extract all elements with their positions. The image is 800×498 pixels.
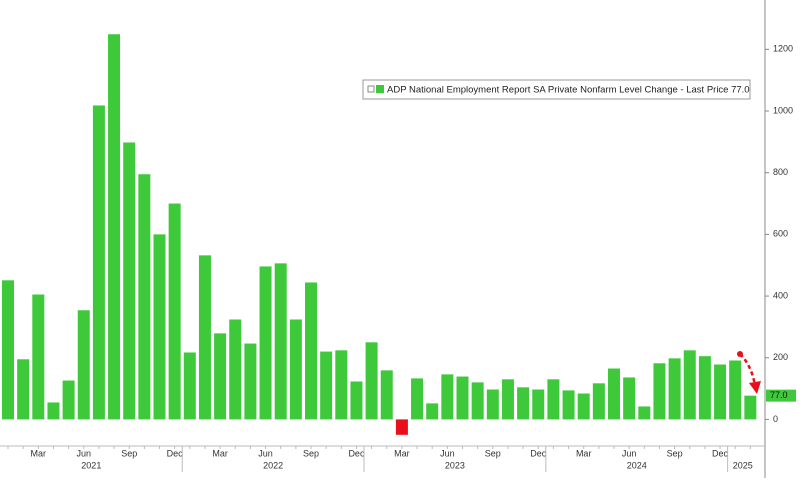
bar xyxy=(183,352,196,420)
x-tick-label: Jun xyxy=(258,448,273,458)
year-label: 2022 xyxy=(263,460,283,470)
bar xyxy=(729,360,742,420)
y-tick-label: 1000 xyxy=(773,105,793,115)
y-tick-label: 600 xyxy=(773,229,788,239)
arrow-head xyxy=(749,381,761,394)
bar xyxy=(668,358,681,420)
bar xyxy=(17,359,30,420)
x-tick-label: Mar xyxy=(394,448,410,458)
bar xyxy=(532,389,545,420)
bar xyxy=(395,419,408,435)
bar xyxy=(77,310,90,420)
y-tick-label: 1200 xyxy=(773,44,793,54)
bar xyxy=(108,34,121,420)
bar xyxy=(138,174,151,420)
legend-swatch xyxy=(376,85,384,93)
year-label: 2025 xyxy=(733,460,753,470)
x-tick-label: Dec xyxy=(712,448,729,458)
bar xyxy=(623,377,636,420)
year-label: 2021 xyxy=(81,460,101,470)
bar xyxy=(638,406,651,420)
bar xyxy=(47,402,60,420)
year-label: 2024 xyxy=(627,460,647,470)
bar xyxy=(380,370,393,420)
bar xyxy=(411,378,424,420)
bar xyxy=(335,350,348,420)
y-tick-label: 400 xyxy=(773,290,788,300)
bar xyxy=(608,368,620,420)
bar xyxy=(744,395,757,420)
bar xyxy=(577,393,590,420)
bar xyxy=(517,387,530,420)
x-tick-label: Sep xyxy=(121,448,137,458)
x-tick-label: Mar xyxy=(212,448,228,458)
last-price-tag xyxy=(766,389,796,402)
bar xyxy=(320,351,333,420)
x-tick-label: Sep xyxy=(303,448,319,458)
bar xyxy=(168,203,181,420)
x-tick-label: Sep xyxy=(667,448,683,458)
bar xyxy=(562,390,575,420)
bar xyxy=(198,255,211,420)
bar xyxy=(350,381,363,420)
y-tick-label: 800 xyxy=(773,167,788,177)
bar xyxy=(501,379,514,420)
annotation-arrow xyxy=(737,351,761,394)
arrow-line xyxy=(739,353,757,387)
bar xyxy=(244,343,257,420)
legend-box xyxy=(362,79,751,100)
bar xyxy=(683,350,696,420)
bar xyxy=(653,363,666,420)
bar xyxy=(274,263,287,420)
x-tick-label: Dec xyxy=(167,448,184,458)
bar xyxy=(62,380,75,420)
x-tick-label: Dec xyxy=(530,448,547,458)
legend-toggle xyxy=(367,85,375,93)
bar xyxy=(426,403,439,420)
x-tick-label: Sep xyxy=(485,448,501,458)
bar xyxy=(214,333,227,420)
bar xyxy=(471,382,484,420)
bar xyxy=(2,280,14,420)
bar xyxy=(486,389,499,420)
bar xyxy=(305,282,317,420)
bar xyxy=(289,319,302,420)
bar xyxy=(698,356,711,420)
bar xyxy=(32,294,45,420)
year-label: 2023 xyxy=(445,460,465,470)
y-tick-label: 0 xyxy=(773,414,778,424)
x-tick-label: Jun xyxy=(440,448,455,458)
bar xyxy=(714,364,727,420)
last-price-label: 77.0 xyxy=(770,390,788,400)
legend: ADP National Employment Report SA Privat… xyxy=(362,79,751,100)
x-tick-label: Mar xyxy=(31,448,47,458)
legend-text: ADP National Employment Report SA Privat… xyxy=(387,85,750,96)
bar xyxy=(547,379,560,420)
bar xyxy=(123,142,136,420)
bar xyxy=(365,342,378,420)
x-tick-label: Mar xyxy=(576,448,592,458)
bar xyxy=(229,319,242,420)
bar xyxy=(259,266,272,420)
y-tick-label: 200 xyxy=(773,352,788,362)
bar xyxy=(92,105,105,420)
bar xyxy=(592,383,605,420)
bar xyxy=(153,234,166,420)
x-tick-label: Jun xyxy=(622,448,637,458)
x-tick-label: Jun xyxy=(76,448,91,458)
bar xyxy=(456,376,469,420)
bar xyxy=(441,374,454,420)
x-tick-label: Dec xyxy=(348,448,365,458)
